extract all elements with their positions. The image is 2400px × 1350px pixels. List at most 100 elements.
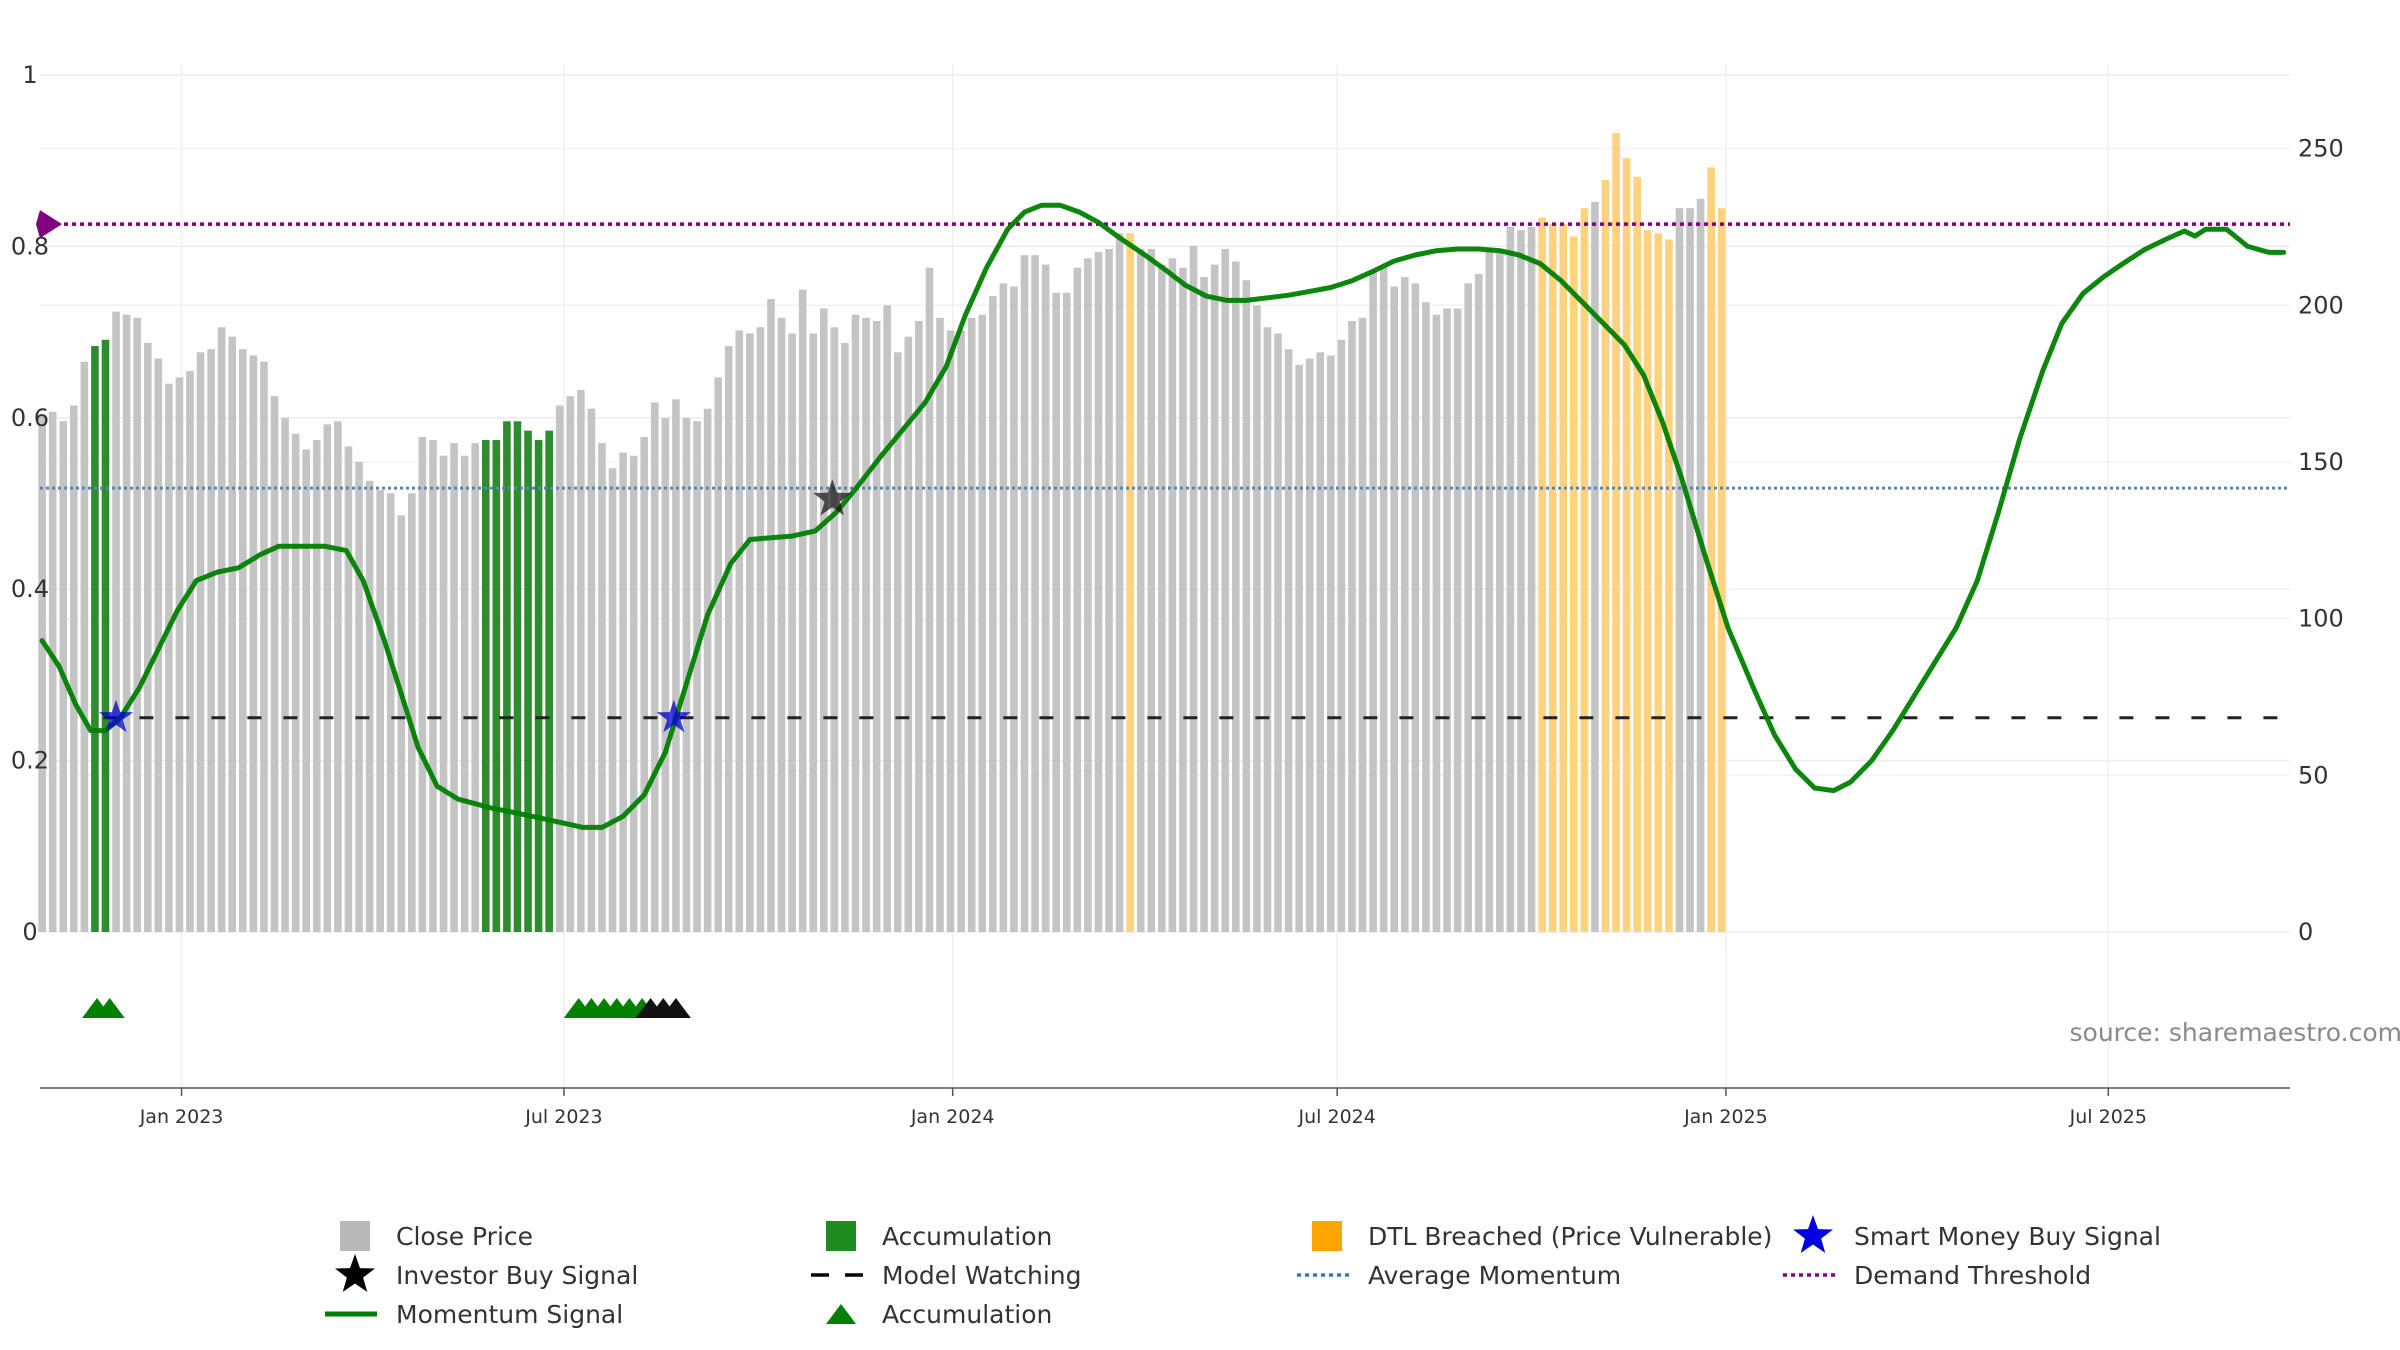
dtl-breached-bar [1601,179,1610,933]
close-price-bar [608,468,617,932]
legend-label: Model Watching [882,1261,1082,1290]
close-price-bar [460,455,469,932]
accumulation-bar [513,421,522,932]
close-price-bar [1210,264,1219,932]
close-price-bar [1348,320,1356,933]
dtl-breached-bar [1665,239,1673,932]
x-tick-label: Jul 2024 [1298,1106,1376,1128]
legend-label: Accumulation [882,1222,1052,1251]
close-price-bar [1696,198,1705,932]
close-price-bar [1115,233,1124,933]
close-price-bar [1305,358,1314,933]
close-price-bar [112,311,120,933]
close-price-bar [1485,248,1494,932]
dtl-breached-bar [1538,217,1546,932]
close-price-bar [228,336,237,932]
legend-entry: Accumulation [826,1300,1052,1329]
x-tick-label: Jan 2025 [1683,1106,1768,1128]
left-tick-label: 1 [22,61,37,89]
close-price-bar [1231,261,1240,932]
close-price-bar [820,308,828,932]
close-price-bar [270,396,279,932]
close-price-bar [365,480,374,932]
close-price-bar [946,330,955,932]
close-price-bar [872,320,881,933]
legend-triangle-icon [826,1304,856,1324]
source-label: source: sharemaestro.com [2070,1018,2400,1047]
close-price-bar [978,314,987,933]
close-price-bar [904,336,913,932]
close-price-bar [957,330,965,932]
investor-triangle [660,998,691,1018]
right-tick-label: 100 [2298,605,2344,633]
close-price-bar [1591,201,1599,932]
axes: Jan 2023 Jul 2023 Jan 2024 Jul 2024 Jan 2025… [11,61,2344,1128]
close-price-bar [1316,352,1325,932]
left-tick-label: 0.6 [11,404,49,432]
close-price-bar [1453,308,1462,932]
x-tick-label: Jul 2025 [2069,1106,2147,1128]
close-price-bar [862,317,870,933]
close-price-bar [1675,208,1684,933]
close-price-bar [915,320,923,933]
close-price-bar [1221,248,1230,932]
close-price-bar [1052,292,1060,932]
dtl-breached-bar [1126,233,1134,933]
accumulation-bar [492,440,501,932]
legend-entry: Close Price [340,1221,533,1251]
dtl-breached-bar [1559,223,1568,933]
dtl-breached-bar [1622,158,1631,933]
price-bars [38,132,1726,933]
close-price-bar [809,333,818,932]
close-price-bar [1094,252,1103,933]
close-price-bar [408,493,416,932]
close-price-bar [1527,226,1536,933]
close-price-bar [777,317,786,933]
dtl-breached-bar [1707,167,1715,932]
investor-buy-star [813,479,852,516]
close-price-bar [999,283,1008,932]
close-price-bar [1084,258,1092,932]
right-tick-label: 250 [2298,135,2344,163]
close-price-bar [714,377,722,932]
close-price-bar [1369,270,1377,933]
accumulation-triangle [94,998,125,1018]
close-price-bar [1390,286,1399,932]
close-price-bar [1200,277,1208,932]
legend-label: Average Momentum [1368,1261,1621,1290]
close-price-bar [1263,327,1272,932]
close-price-bar [1253,305,1261,932]
close-price-bar [196,352,205,932]
legend-label: Close Price [396,1222,533,1251]
dtl-breached-bar [1612,132,1620,933]
smart-money-buy-star [656,699,691,733]
close-price-bar [1147,248,1156,932]
close-price-bar [186,371,194,932]
close-price-bar [1422,302,1430,932]
close-price-bar [746,333,754,932]
dtl-breached-bar [1643,230,1652,933]
close-price-bar [70,405,78,933]
legend-label: Demand Threshold [1854,1261,2091,1290]
close-price-bar [1295,364,1303,933]
smart-money-buy-star [98,699,134,733]
close-price-bar [629,455,638,932]
legend-square-icon [826,1221,856,1251]
close-price-bar [893,352,902,932]
close-price-bar [122,314,131,933]
accumulation-bar [545,430,553,932]
close-price-bar [1242,280,1251,932]
close-price-bar [323,424,332,932]
close-price-bar [619,452,627,932]
close-price-bar [798,289,807,932]
legend-square-icon [340,1221,370,1251]
close-price-bar [989,295,997,932]
legend-star-icon [1793,1215,1833,1253]
close-price-bar [1105,248,1113,932]
close-price-bar [1168,258,1177,932]
accumulation-bar [503,421,511,932]
legend-label: Investor Buy Signal [396,1261,638,1290]
close-price-bar [883,305,891,932]
close-price-bar [703,408,712,933]
close-price-bar [1517,230,1525,933]
